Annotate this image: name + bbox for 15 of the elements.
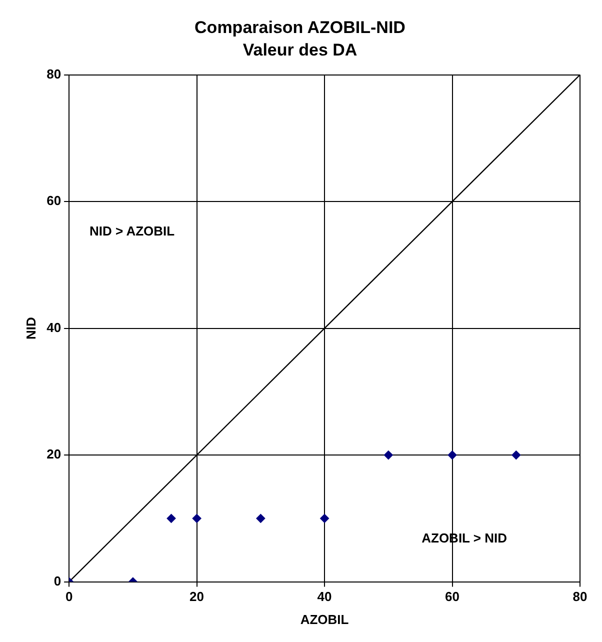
x-tick-label: 0 [65, 589, 73, 604]
y-axis-title: NID [23, 317, 38, 340]
chart-subtitle: Valeur des DA [242, 40, 358, 60]
annotation: NID > AZOBIL [90, 224, 175, 239]
x-tick-label: 40 [317, 589, 332, 604]
x-tick-label: 60 [445, 589, 460, 604]
x-tick-label: 80 [572, 589, 588, 604]
y-tick-label: 80 [46, 66, 62, 82]
x-tick-label: 20 [190, 589, 204, 604]
x-axis-title: AZOBIL [300, 612, 349, 627]
y-tick-label: 40 [46, 320, 62, 335]
chart-title: Comparaison AZOBIL-NID [194, 18, 406, 37]
y-tick-label: 20 [46, 446, 62, 462]
y-tick-label: 60 [46, 193, 62, 208]
y-tick-label: 0 [54, 573, 62, 588]
